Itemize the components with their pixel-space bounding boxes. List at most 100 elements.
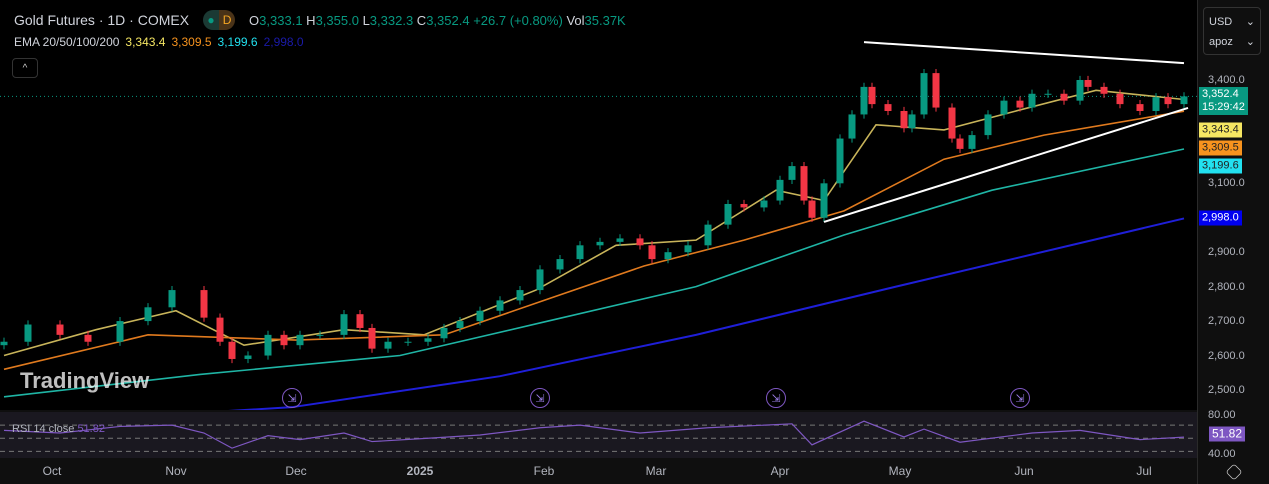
candle-body — [1116, 93, 1124, 105]
price-tick-label: 2,900.0 — [1208, 246, 1245, 259]
candle-body — [244, 355, 252, 359]
price-chart[interactable] — [0, 0, 1197, 426]
candle-body — [648, 245, 656, 260]
candle-body — [948, 107, 956, 139]
candle-body — [1016, 100, 1024, 108]
candle — [648, 241, 656, 264]
candle — [1076, 75, 1084, 105]
candle-body — [24, 324, 32, 342]
candle — [1044, 89, 1052, 98]
price-axis[interactable]: 3,400.0 3,100.0 2,900.0 2,800.0 2,700.0 2,600… — [1197, 0, 1269, 484]
high-value: 3,355.0 — [315, 12, 359, 28]
rsi-chart — [0, 420, 1197, 452]
last-price-badge: 3,352.4 15:29:42 — [1199, 87, 1248, 115]
candle-body — [920, 73, 928, 115]
candle — [1136, 99, 1144, 116]
unit-select[interactable]: apoz ⌄ — [1209, 32, 1255, 52]
time-tick-label: Jun — [1014, 464, 1034, 478]
ema-line-ema200 — [3, 217, 1185, 426]
ema-label: EMA 20/50/100/200 — [14, 35, 120, 49]
volume-value: 35.37K — [584, 12, 626, 28]
candle — [0, 337, 8, 350]
candle — [1100, 82, 1108, 98]
candle — [636, 234, 644, 250]
candle — [424, 334, 432, 346]
candle-body — [984, 114, 992, 136]
symbol-title[interactable]: Gold Futures · 1D · COMEX — [14, 12, 190, 28]
candle-body — [724, 203, 732, 225]
candle-body — [144, 307, 152, 322]
rsi-legend[interactable]: RSI 14 close 51.82 — [12, 423, 105, 435]
change-value: +26.7 (+0.80%) — [473, 12, 563, 28]
price-pane[interactable] — [0, 0, 1197, 426]
candle — [1028, 89, 1036, 112]
rollover-event-icon[interactable]: ⇲ — [530, 388, 550, 408]
candle-body — [808, 200, 816, 218]
candle — [368, 323, 376, 353]
candle-body — [788, 166, 796, 180]
candle — [724, 199, 732, 229]
candle-body — [860, 86, 868, 115]
rsi-legend-value: 51.82 — [77, 423, 105, 435]
close-value: 3,352.4 — [426, 12, 470, 28]
rollover-event-icon[interactable]: ⇲ — [282, 388, 302, 408]
collapse-legend-button[interactable]: ^ — [12, 58, 38, 78]
candle — [404, 337, 412, 346]
rsi-pane[interactable] — [0, 412, 1197, 458]
candle — [1152, 93, 1160, 116]
candle — [808, 196, 816, 222]
candle — [984, 110, 992, 140]
currency-value: USD — [1209, 16, 1233, 28]
candle-body — [596, 241, 604, 246]
candle-body — [456, 321, 464, 328]
candle — [956, 134, 964, 154]
candle — [56, 320, 64, 339]
candle — [576, 241, 584, 264]
candle — [860, 82, 868, 119]
candle-body — [684, 245, 692, 253]
volume-label: Vol — [566, 12, 585, 28]
candle-body — [280, 334, 288, 346]
market-open-dot-icon: ● — [203, 10, 220, 30]
market-status-pill[interactable]: ● D — [203, 10, 236, 30]
candle — [116, 316, 124, 346]
candle — [476, 306, 484, 326]
candle — [536, 265, 544, 295]
ema200-value: 2,998.0 — [263, 35, 304, 49]
candle — [836, 134, 844, 188]
candle-body — [424, 338, 432, 342]
candle-body — [1180, 96, 1188, 105]
time-axis[interactable]: Oct Nov Dec 2025 Feb Mar Apr May Jun Jul — [0, 458, 1197, 484]
price-tick-label: 3,400.0 — [1208, 74, 1245, 86]
candle-body — [1164, 97, 1172, 105]
ema-line-ema100 — [3, 148, 1185, 398]
candle-body — [296, 334, 304, 346]
ema50-value: 3,309.5 — [171, 35, 212, 49]
rollover-event-icon[interactable]: ⇲ — [766, 388, 786, 408]
candle — [84, 330, 92, 346]
candle — [868, 82, 876, 109]
candle — [740, 199, 748, 212]
ema-legend[interactable]: EMA 20/50/100/200 3,343.4 3,309.5 3,199.… — [14, 35, 304, 49]
currency-unit-selector[interactable]: USD ⌄ apoz ⌄ — [1203, 7, 1261, 55]
candle — [908, 110, 916, 133]
candle-body — [356, 314, 364, 328]
candle — [948, 103, 956, 143]
candle — [820, 179, 828, 222]
candle — [1116, 89, 1124, 109]
candle-body — [264, 334, 272, 356]
time-tick-label: Feb — [533, 464, 555, 478]
currency-select[interactable]: USD ⌄ — [1209, 12, 1255, 32]
candle-body — [848, 114, 856, 139]
candle-body — [776, 179, 784, 201]
candle — [776, 175, 784, 205]
unit-value: apoz — [1209, 36, 1233, 48]
rollover-event-icon[interactable]: ⇲ — [1010, 388, 1030, 408]
candle-body — [368, 327, 376, 349]
low-label: L — [362, 12, 370, 28]
candle — [216, 313, 224, 346]
trendline-support — [823, 106, 1189, 223]
candle-body — [476, 310, 484, 322]
candle-body — [56, 324, 64, 335]
price-tick-label: 3,100.0 — [1208, 177, 1245, 190]
